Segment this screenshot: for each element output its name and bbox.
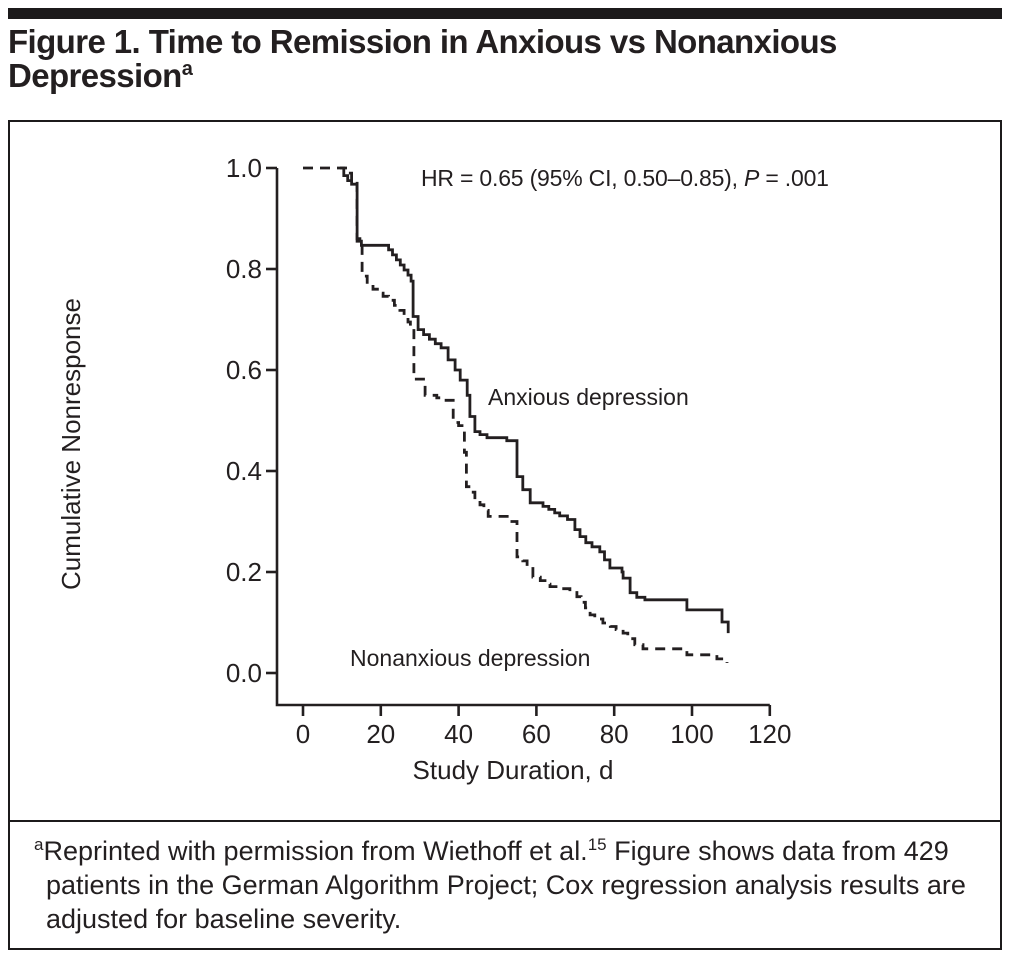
x-tick-label: 40 [444,719,474,749]
chart-area: 0.0 0.2 0.4 0.6 0.8 1.0 0 20 40 60 80 100 120 Cumula… [10,122,1000,820]
x-tick-label: 120 [748,719,792,749]
axis-lines [275,168,770,707]
survival-curve-chart [266,166,772,716]
footnote-text: aReprinted with permission from Wiethoff… [34,834,976,936]
figure-title-line2: Depression [8,57,182,94]
x-tick-label: 80 [599,719,629,749]
figure-title-superscript: a [181,58,193,80]
y-tick-label: 0.4 [225,456,262,486]
chart-panel: 0.0 0.2 0.4 0.6 0.8 1.0 0 20 40 60 80 100 120 Cumula… [8,120,1002,822]
footnote-body-1: Reprinted with permission from Wiethoff … [43,836,588,866]
footnote-reference-superscript: 15 [587,835,607,854]
y-tick-label: 0.0 [225,658,262,688]
x-tick-label: 0 [295,719,311,749]
footnote-body-2: Figure shows data from 429 patients in t… [46,836,966,934]
x-axis-title: Study Duration, d [412,755,614,785]
top-rule [8,8,1002,19]
figure-title: Figure 1. Time to Remission in Anxious v… [8,25,1002,93]
y-tick-label: 0.8 [225,254,262,284]
x-tick-label: 60 [521,719,551,749]
x-tick-label: 20 [366,719,396,749]
series-label-nonanxious: Nonanxious depression [350,645,591,671]
annotation-p-symbol: P [744,165,760,191]
curve-nonanxious-depression [303,166,729,663]
y-axis-title: Cumulative Nonresponse [56,298,86,590]
footnote-panel: aReprinted with permission from Wiethoff… [8,820,1002,950]
hazard-ratio-annotation: HR = 0.65 (95% CI, 0.50–0.85), P = .001 [421,165,829,192]
y-tick-label: 0.6 [225,355,262,385]
annotation-suffix: = .001 [759,165,829,191]
series-label-anxious: Anxious depression [488,384,689,410]
x-tick-label: 100 [670,719,714,749]
curve-anxious-depression [340,166,730,634]
y-tick-label: 1.0 [225,153,262,183]
footnote-marker: a [34,835,44,854]
y-tick-label: 0.2 [225,557,262,587]
annotation-prefix: HR = 0.65 (95% CI, 0.50–0.85), [421,165,745,191]
figure-title-line1: Figure 1. Time to Remission in Anxious v… [8,23,837,60]
